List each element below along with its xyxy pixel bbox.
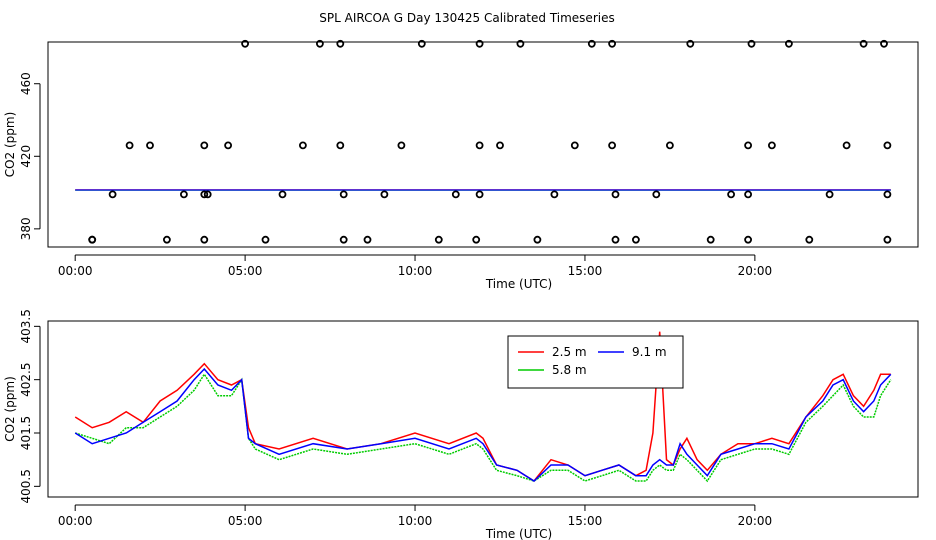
- figure-title: SPL AIRCOA G Day 130425 Calibrated Times…: [319, 11, 614, 25]
- series-line: [74, 331, 891, 482]
- data-point: [608, 141, 616, 150]
- data-point: [727, 190, 735, 199]
- data-point: [200, 235, 209, 244]
- data-point: [516, 39, 525, 48]
- series-line: [74, 367, 892, 482]
- data-point: [686, 39, 695, 48]
- data-point: [550, 190, 559, 199]
- data-point: [434, 235, 443, 244]
- data-point: [203, 190, 212, 199]
- data-point: [278, 190, 287, 199]
- data-point: [805, 235, 814, 244]
- data-point: [336, 141, 345, 150]
- data-point: [611, 190, 620, 199]
- y-tick-label: 403.5: [19, 309, 33, 343]
- x-tick-label: 20:00: [738, 514, 773, 528]
- x-tick-label: 05:00: [228, 514, 263, 528]
- y-tick-label: 460: [19, 72, 33, 95]
- x-tick-label: 00:00: [58, 514, 93, 528]
- data-point: [570, 141, 579, 150]
- data-point: [146, 141, 154, 150]
- data-point: [744, 141, 752, 150]
- data-point: [475, 141, 484, 150]
- y-axis-label: CO2 (ppm): [3, 376, 17, 442]
- data-point: [652, 190, 661, 199]
- data-point: [88, 235, 97, 244]
- data-point: [768, 141, 776, 150]
- legend-label: 2.5 m: [552, 345, 587, 359]
- data-point: [883, 141, 892, 150]
- data-point: [744, 190, 752, 199]
- x-tick-label: 00:00: [58, 264, 93, 278]
- data-point: [298, 141, 307, 150]
- data-point: [859, 39, 868, 48]
- data-point: [380, 190, 389, 199]
- data-point: [883, 235, 892, 244]
- data-point: [261, 235, 270, 244]
- data-point: [397, 141, 406, 150]
- x-axis-label: Time (UTC): [485, 527, 552, 540]
- data-point: [842, 141, 851, 150]
- series-line: [74, 372, 892, 483]
- data-point: [339, 235, 348, 244]
- data-point: [179, 190, 188, 199]
- data-point: [200, 141, 209, 150]
- legend-label: 9.1 m: [632, 345, 667, 359]
- plot-frame: [47, 320, 919, 498]
- x-tick-label: 15:00: [568, 264, 603, 278]
- data-point: [632, 235, 640, 244]
- y-tick-label: 400.5: [19, 469, 33, 503]
- data-point: [744, 235, 752, 244]
- data-point: [363, 235, 372, 244]
- data-point: [451, 190, 460, 199]
- data-point: [162, 235, 171, 244]
- y-tick-label: 420: [19, 145, 33, 168]
- data-point: [587, 39, 596, 48]
- x-tick-label: 15:00: [568, 514, 603, 528]
- data-point: [417, 39, 426, 48]
- x-tick-label: 10:00: [398, 514, 433, 528]
- data-point: [666, 141, 674, 150]
- data-point: [747, 39, 756, 48]
- data-point: [336, 39, 345, 48]
- x-tick-label: 05:00: [228, 264, 263, 278]
- bottom-panel: 00:00 05:00 10:00 15:00 20:00 Time (UTC) 400.5…: [3, 309, 919, 540]
- data-point: [200, 190, 209, 199]
- data-point: [472, 235, 481, 244]
- y-tick-label: 402.5: [19, 362, 33, 396]
- data-point: [706, 235, 715, 244]
- x-axis-label: Time (UTC): [485, 277, 552, 291]
- legend-box: [507, 335, 684, 389]
- x-tick-label: 20:00: [738, 264, 773, 278]
- data-point: [339, 190, 348, 199]
- data-point: [883, 190, 892, 199]
- data-point: [315, 39, 324, 48]
- data-point: [241, 39, 250, 48]
- data-point: [825, 190, 834, 199]
- y-axis-label: CO2 (ppm): [3, 112, 17, 178]
- data-point: [608, 39, 616, 48]
- data-point: [785, 39, 793, 48]
- y-tick-label: 401.5: [19, 416, 33, 450]
- data-point: [125, 141, 134, 150]
- data-point: [108, 190, 117, 199]
- data-point: [496, 141, 504, 150]
- data-point: [533, 235, 542, 244]
- data-point: [475, 190, 484, 199]
- legend-label: 5.8 m: [552, 363, 587, 377]
- data-point: [475, 39, 484, 48]
- top-panel: 00:00 05:00 10:00 15:00 20:00 Time (UTC) 380 42…: [3, 39, 919, 291]
- data-point: [224, 141, 233, 150]
- data-point: [880, 39, 888, 48]
- data-point: [611, 235, 620, 244]
- x-tick-label: 10:00: [398, 264, 433, 278]
- y-tick-label: 380: [19, 217, 33, 240]
